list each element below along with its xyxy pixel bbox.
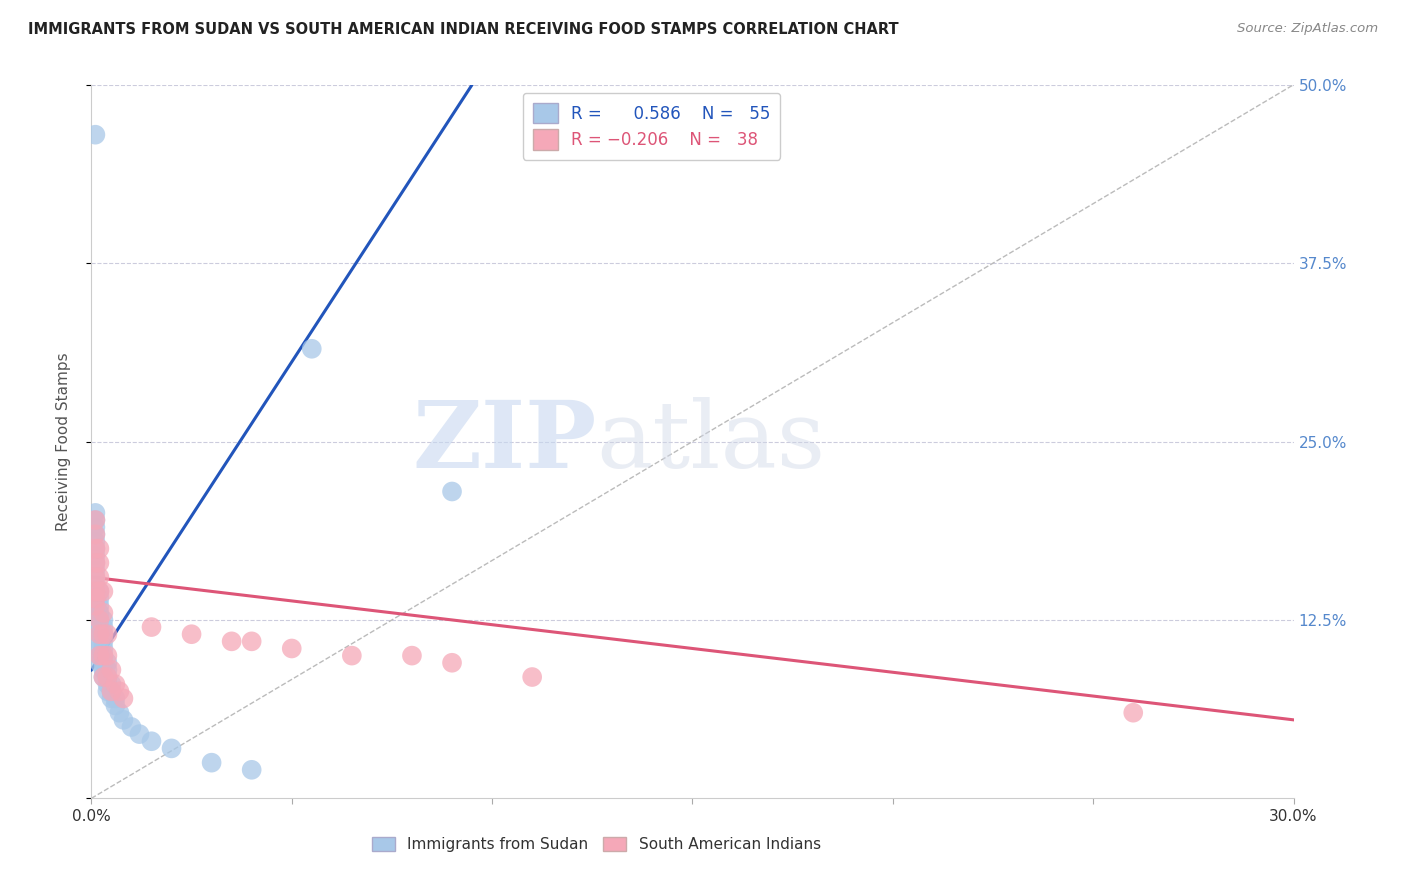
Point bbox=[240, 634, 263, 648]
Point bbox=[89, 599, 111, 613]
Point bbox=[89, 570, 111, 584]
Point bbox=[89, 556, 111, 570]
Point bbox=[93, 663, 115, 677]
Point bbox=[240, 763, 263, 777]
Point bbox=[84, 549, 107, 563]
Point bbox=[89, 584, 111, 599]
Point bbox=[401, 648, 423, 663]
Point bbox=[201, 756, 224, 770]
Point bbox=[89, 627, 111, 641]
Point bbox=[112, 691, 135, 706]
Point bbox=[93, 670, 115, 684]
Point bbox=[93, 627, 115, 641]
Y-axis label: Receiving Food Stamps: Receiving Food Stamps bbox=[56, 352, 70, 531]
Point bbox=[93, 634, 115, 648]
Point bbox=[84, 570, 107, 584]
Point bbox=[100, 677, 122, 691]
Text: ZIP: ZIP bbox=[412, 397, 596, 486]
Point bbox=[180, 627, 202, 641]
Point bbox=[89, 541, 111, 556]
Point bbox=[281, 641, 304, 656]
Point bbox=[84, 513, 107, 527]
Point bbox=[84, 128, 107, 142]
Text: atlas: atlas bbox=[596, 397, 825, 486]
Point bbox=[89, 627, 111, 641]
Point bbox=[93, 584, 115, 599]
Point bbox=[100, 691, 122, 706]
Point bbox=[301, 342, 323, 356]
Point bbox=[84, 591, 107, 606]
Point bbox=[89, 606, 111, 620]
Point bbox=[89, 584, 111, 599]
Point bbox=[96, 670, 118, 684]
Point bbox=[84, 527, 107, 541]
Point bbox=[108, 706, 131, 720]
Point bbox=[89, 634, 111, 648]
Point bbox=[84, 513, 107, 527]
Point bbox=[89, 648, 111, 663]
Point bbox=[84, 591, 107, 606]
Point bbox=[141, 620, 163, 634]
Point bbox=[440, 484, 463, 499]
Point bbox=[84, 599, 107, 613]
Point bbox=[100, 684, 122, 698]
Point bbox=[89, 641, 111, 656]
Point bbox=[108, 684, 131, 698]
Point bbox=[93, 656, 115, 670]
Point bbox=[84, 584, 107, 599]
Point bbox=[96, 684, 118, 698]
Point bbox=[89, 613, 111, 627]
Point bbox=[84, 599, 107, 613]
Point bbox=[96, 663, 118, 677]
Point bbox=[84, 527, 107, 541]
Point bbox=[93, 648, 115, 663]
Point bbox=[221, 634, 243, 648]
Point bbox=[100, 663, 122, 677]
Text: Source: ZipAtlas.com: Source: ZipAtlas.com bbox=[1237, 22, 1378, 36]
Point bbox=[100, 684, 122, 698]
Point bbox=[84, 534, 107, 549]
Point bbox=[104, 691, 127, 706]
Point bbox=[89, 613, 111, 627]
Point bbox=[93, 648, 115, 663]
Point bbox=[93, 670, 115, 684]
Point bbox=[93, 620, 115, 634]
Point bbox=[340, 648, 363, 663]
Point bbox=[84, 506, 107, 520]
Point bbox=[93, 606, 115, 620]
Point bbox=[89, 656, 111, 670]
Point bbox=[96, 677, 118, 691]
Point bbox=[84, 577, 107, 591]
Point bbox=[93, 641, 115, 656]
Point bbox=[96, 670, 118, 684]
Point bbox=[440, 656, 463, 670]
Point bbox=[84, 541, 107, 556]
Point bbox=[84, 541, 107, 556]
Point bbox=[96, 627, 118, 641]
Point bbox=[84, 563, 107, 577]
Point bbox=[121, 720, 143, 734]
Point bbox=[1122, 706, 1144, 720]
Point bbox=[104, 698, 127, 713]
Point bbox=[93, 613, 115, 627]
Point bbox=[160, 741, 183, 756]
Point bbox=[89, 620, 111, 634]
Point bbox=[84, 520, 107, 534]
Point bbox=[89, 648, 111, 663]
Point bbox=[93, 627, 115, 641]
Point bbox=[522, 670, 544, 684]
Text: IMMIGRANTS FROM SUDAN VS SOUTH AMERICAN INDIAN RECEIVING FOOD STAMPS CORRELATION: IMMIGRANTS FROM SUDAN VS SOUTH AMERICAN … bbox=[28, 22, 898, 37]
Point bbox=[84, 570, 107, 584]
Point bbox=[84, 556, 107, 570]
Point bbox=[89, 591, 111, 606]
Point bbox=[84, 584, 107, 599]
Point bbox=[112, 713, 135, 727]
Point bbox=[96, 656, 118, 670]
Legend: Immigrants from Sudan, South American Indians: Immigrants from Sudan, South American In… bbox=[366, 831, 827, 858]
Point bbox=[104, 677, 127, 691]
Point bbox=[141, 734, 163, 748]
Point bbox=[84, 556, 107, 570]
Point bbox=[128, 727, 150, 741]
Point bbox=[96, 648, 118, 663]
